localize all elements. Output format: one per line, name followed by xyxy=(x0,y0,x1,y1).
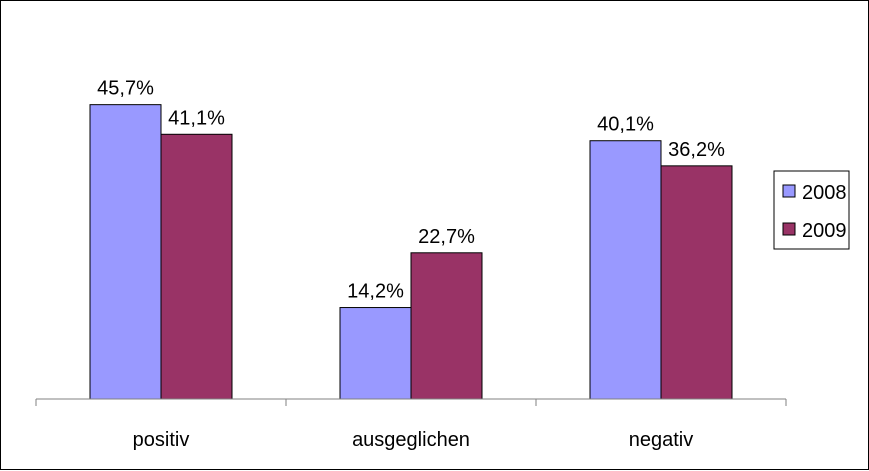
data-label-ausgeglichen-2009: 22,7% xyxy=(418,226,475,248)
bar-negativ-2008 xyxy=(589,140,662,400)
x-tick-label-positiv: positiv xyxy=(133,429,190,451)
legend-swatch-2008 xyxy=(782,184,796,198)
legend-swatch-2009 xyxy=(782,222,796,236)
legend-box xyxy=(773,170,850,250)
bar-positiv-2009 xyxy=(160,133,233,400)
bar-positiv-2008 xyxy=(89,104,162,400)
data-label-positiv-2008: 45,7% xyxy=(97,78,154,100)
data-label-negativ-2008: 40,1% xyxy=(597,114,654,136)
data-label-ausgeglichen-2008: 14,2% xyxy=(347,281,404,303)
data-labels: 45,7% 41,1% 14,2% 22,7% 40,1% 36,2% xyxy=(97,78,725,303)
bar-ausgeglichen-2009 xyxy=(410,252,483,400)
bars-layer xyxy=(89,104,733,400)
data-label-positiv-2009: 41,1% xyxy=(168,107,225,129)
data-label-negativ-2009: 36,2% xyxy=(668,139,725,161)
bar-negativ-2009 xyxy=(660,165,733,400)
legend: 2008 2009 xyxy=(773,170,850,250)
legend-label-2009: 2009 xyxy=(802,220,847,242)
x-tick-label-ausgeglichen: ausgeglichen xyxy=(352,429,470,451)
legend-label-2008: 2008 xyxy=(802,182,847,204)
bar-ausgeglichen-2008 xyxy=(339,307,412,400)
x-axis: positiv ausgeglichen negativ xyxy=(35,398,787,451)
x-tick-label-negativ: negativ xyxy=(629,429,694,451)
